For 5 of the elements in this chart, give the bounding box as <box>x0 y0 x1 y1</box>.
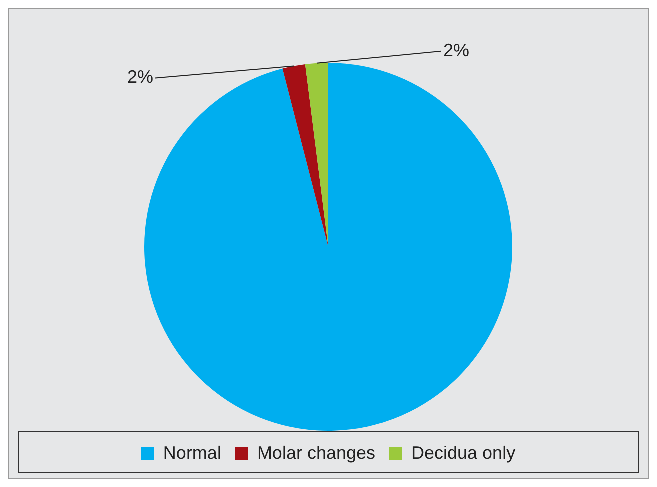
legend-label: Molar changes <box>257 442 376 463</box>
data-label: 2% <box>444 40 470 60</box>
legend-label: Decidua only <box>412 442 516 463</box>
legend-label: Normal <box>163 442 222 463</box>
data-label: 2% <box>127 67 154 88</box>
